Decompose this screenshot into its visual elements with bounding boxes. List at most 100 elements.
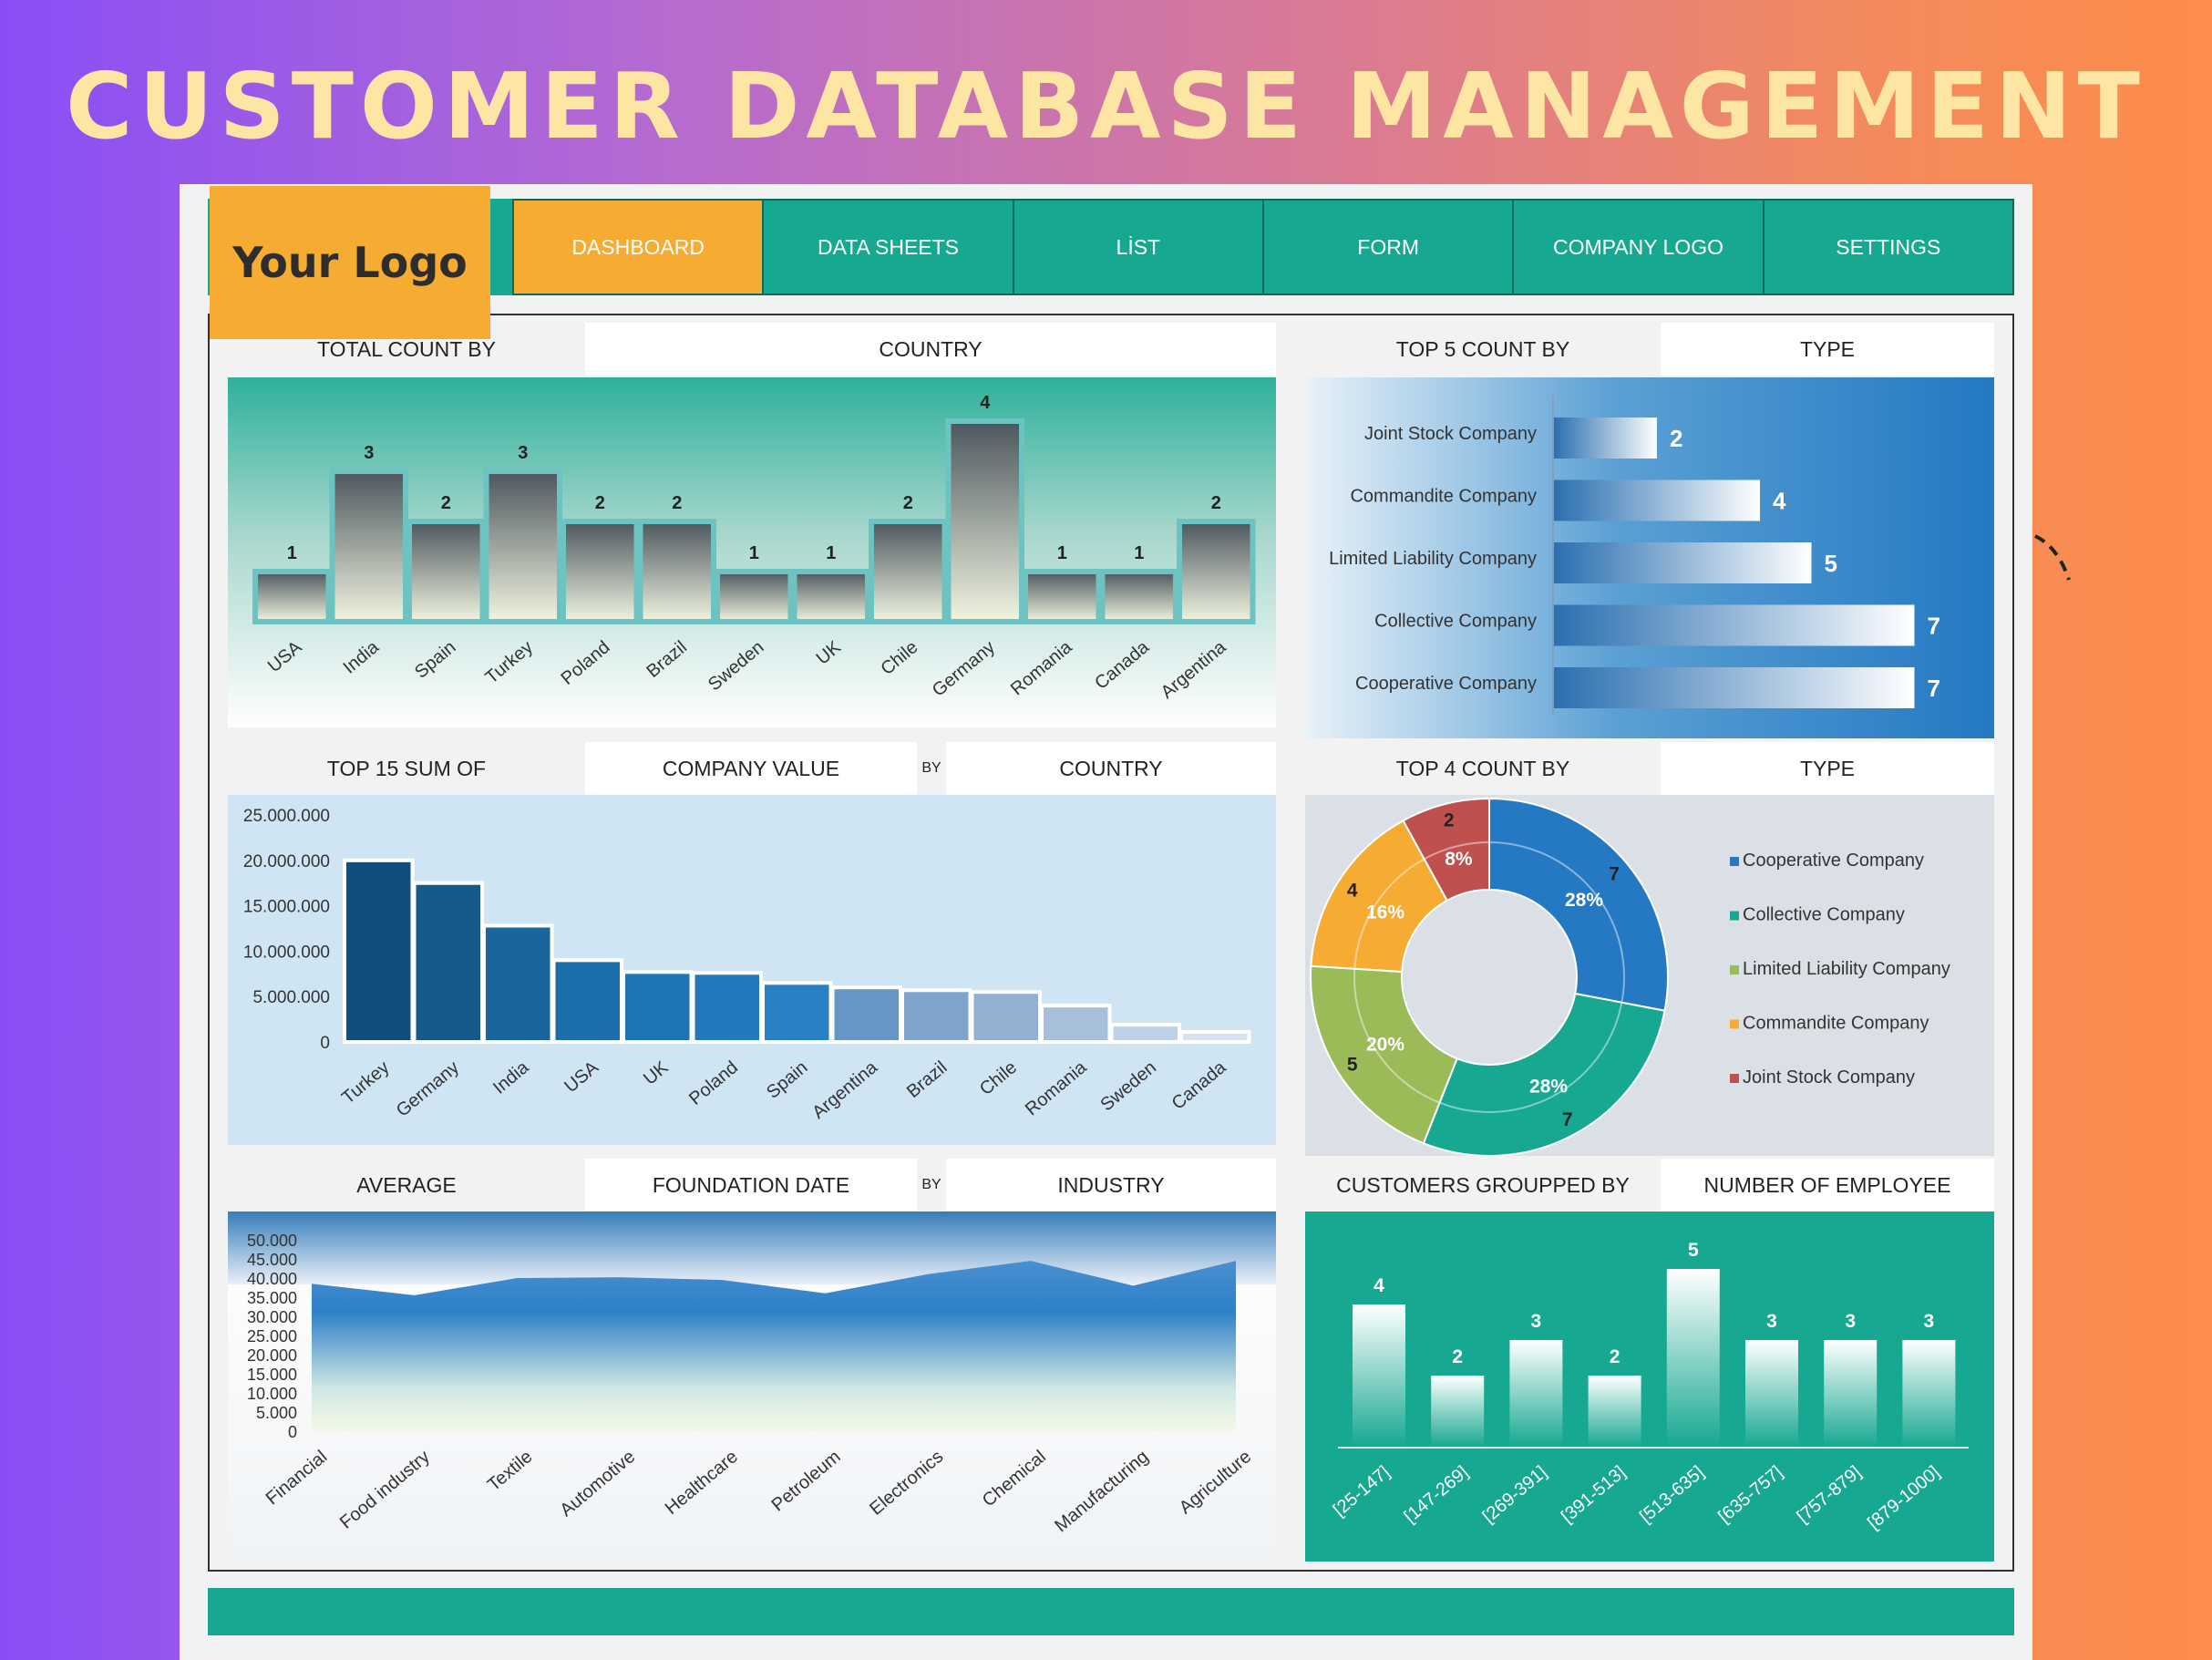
bar-value-label: 2	[595, 493, 605, 513]
y-tick-label: 45.000	[247, 1251, 297, 1269]
donut-slice	[1310, 819, 1449, 974]
tab-form[interactable]: FORM	[1261, 199, 1513, 295]
tab-settings[interactable]: SETTINGS	[1762, 199, 2014, 295]
bar-value-label: 1	[1057, 543, 1067, 563]
bar-value-label: 2	[1452, 1346, 1463, 1367]
nav-strip	[208, 199, 2014, 295]
legend-label: Commandite Company	[1743, 1014, 1929, 1034]
country-count-bar	[637, 519, 716, 624]
slice-value-label: 7	[1609, 864, 1620, 885]
header-label: COUNTRY	[946, 742, 1276, 795]
company-logo[interactable]: Your Logo	[210, 186, 490, 339]
bar-value-label: 4	[980, 393, 991, 413]
category-label: Joint Stock Company	[1364, 424, 1537, 444]
header-label: TYPE	[1661, 323, 1994, 376]
country-count-bar	[561, 519, 640, 624]
employee-group-bar	[1902, 1340, 1956, 1447]
bar-value-label: 5	[1688, 1240, 1699, 1261]
y-tick-label: 20.000.000	[243, 852, 330, 871]
slice-value-label: 7	[1562, 1109, 1573, 1130]
footer-bar	[208, 1588, 2014, 1635]
tab-data-sheets[interactable]: DATA SHEETS	[762, 199, 1013, 295]
tab-company-logo[interactable]: COMPANY LOGO	[1512, 199, 1763, 295]
company-value-bar	[900, 988, 972, 1044]
header-label: COMPANY VALUE	[585, 742, 917, 795]
employee-group-bar	[1666, 1269, 1720, 1447]
country-count-chart: 1USA3India2Spain3Turkey2Poland2Brazil1Sw…	[228, 377, 1276, 727]
y-tick-label: 10.000	[247, 1385, 297, 1403]
slice-percent-label: 28%	[1565, 890, 1603, 911]
donut-slice	[1310, 964, 1458, 1145]
legend-swatch	[1730, 857, 1739, 866]
category-label: Commandite Company	[1350, 487, 1537, 507]
category-label: Limited Liability Company	[1329, 549, 1537, 569]
type-count-bar	[1554, 542, 1812, 583]
bar-value-label: 3	[1766, 1311, 1777, 1332]
slice-value-label: 5	[1347, 1054, 1358, 1075]
y-tick-label: 15.000.000	[243, 898, 330, 917]
y-tick-label: 0	[320, 1034, 330, 1053]
slice-percent-label: 8%	[1445, 849, 1473, 870]
category-label: Cooperative Company	[1355, 674, 1537, 694]
bar-value-label: 5	[1825, 550, 1837, 577]
employee-group-bar	[1745, 1340, 1798, 1447]
legend-swatch	[1730, 911, 1739, 921]
donut-slice	[1422, 992, 1666, 1156]
employees-chart: 4[25-147]2[147-269]3[269-391]2[391-513]5…	[1305, 1211, 1994, 1562]
y-tick-label: 40.000	[247, 1270, 297, 1288]
bar-value-label: 2	[1670, 425, 1682, 452]
company-value-bar	[1109, 1023, 1181, 1045]
header-label: NUMBER OF EMPLOYEE	[1661, 1159, 1994, 1211]
foundation-chart: 50.00045.00040.00035.00030.00025.00020.0…	[228, 1211, 1276, 1562]
tab-list[interactable]: LİST	[1012, 199, 1262, 295]
y-tick-label: 0	[288, 1423, 297, 1441]
y-tick-label: 20.000	[247, 1346, 297, 1365]
donut-slice	[1402, 797, 1490, 902]
bar-value-label: 3	[1531, 1311, 1542, 1332]
bar-value-label: 1	[749, 543, 759, 563]
bar-value-label: 3	[364, 443, 374, 463]
header-label: AVERAGE	[228, 1159, 585, 1211]
chart-background	[1305, 1211, 1994, 1562]
legend-label: Cooperative Company	[1743, 851, 1924, 871]
header-label: FOUNDATION DATE	[585, 1159, 917, 1211]
bar-value-label: 3	[1924, 1311, 1935, 1332]
country-count-header: TOTAL COUNT BY COUNTRY	[228, 323, 1276, 376]
slice-value-label: 4	[1347, 881, 1358, 902]
company-value-header: TOP 15 SUM OF COMPANY VALUE BY COUNTRY	[228, 742, 1276, 795]
type-count-bar	[1554, 604, 1915, 646]
company-value-bar	[482, 923, 554, 1044]
legend-label: Joint Stock Company	[1743, 1067, 1915, 1088]
company-value-bar	[1040, 1004, 1112, 1045]
employee-group-bar	[1509, 1340, 1563, 1447]
tab-dashboard[interactable]: DASHBOARD	[512, 199, 763, 295]
header-label: TOP 4 COUNT BY	[1305, 742, 1661, 795]
slice-percent-label: 16%	[1366, 902, 1404, 923]
y-tick-label: 50.000	[247, 1232, 297, 1250]
country-count-bar	[1099, 569, 1178, 624]
company-value-bar	[691, 971, 763, 1044]
type-top5-header: TOP 5 COUNT BY TYPE	[1305, 323, 1994, 376]
type-count-bar	[1554, 479, 1760, 521]
country-count-bar	[791, 569, 870, 624]
company-value-bar	[622, 970, 694, 1044]
y-tick-label: 35.000	[247, 1289, 297, 1307]
type-top5-chart: Joint Stock Company 2 Commandite Company 4 L…	[1305, 377, 1994, 738]
header-label: TOP 5 COUNT BY	[1305, 323, 1661, 376]
header-label: COUNTRY	[585, 323, 1276, 376]
y-tick-label: 5.000.000	[252, 988, 330, 1007]
country-count-bar	[329, 469, 408, 624]
company-value-bar	[1179, 1030, 1251, 1045]
header-by: BY	[917, 1159, 946, 1211]
y-tick-label: 25.000.000	[243, 807, 330, 826]
country-count-bar	[869, 519, 948, 624]
y-tick-label: 10.000.000	[243, 943, 330, 962]
company-value-bar	[970, 990, 1042, 1044]
category-label: Collective Company	[1374, 612, 1537, 632]
employee-group-bar	[1431, 1376, 1485, 1447]
y-tick-label: 25.000	[247, 1327, 297, 1346]
chart-top-shade	[228, 1211, 1276, 1284]
bar-value-label: 7	[1928, 675, 1940, 702]
bar-value-label: 1	[1134, 543, 1144, 563]
header-label: CUSTOMERS GROUPPED BY	[1305, 1159, 1661, 1211]
